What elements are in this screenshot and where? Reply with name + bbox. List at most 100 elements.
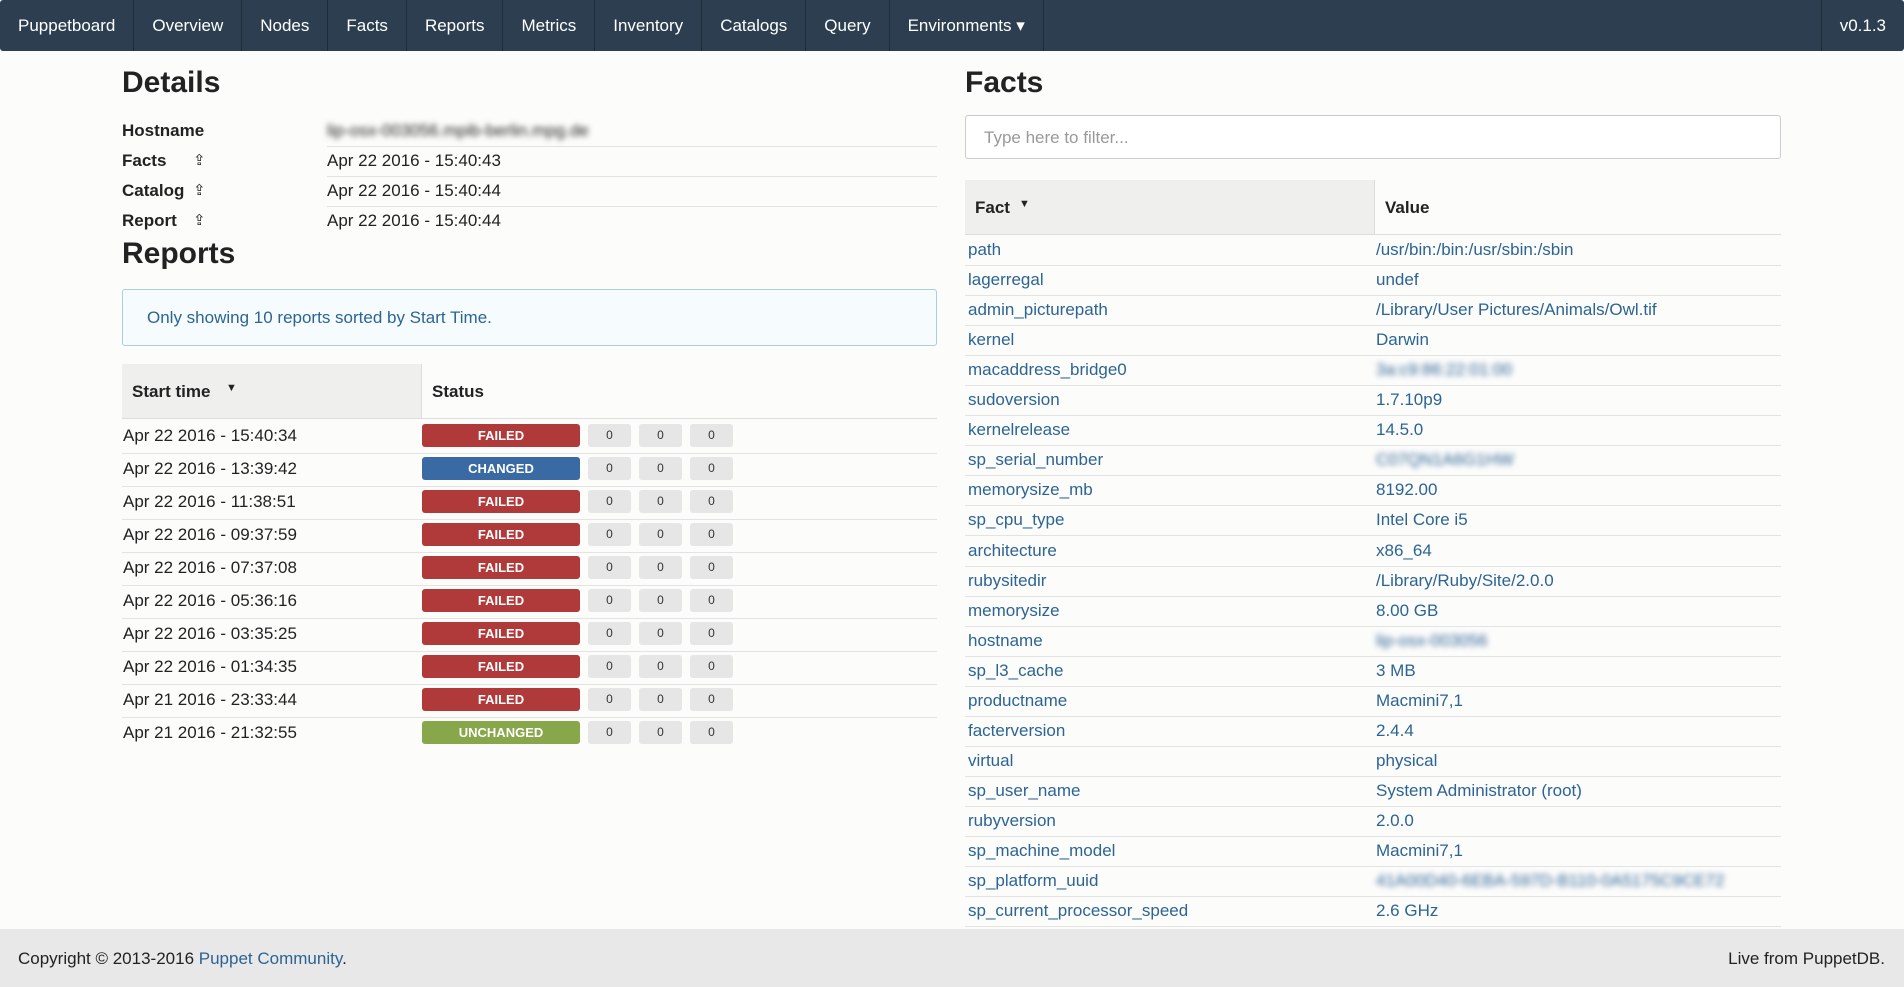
nav-item[interactable]: Overview — [134, 0, 243, 51]
fact-name[interactable]: productname — [968, 690, 1068, 710]
fact-value[interactable]: lip-osx-003056 — [1376, 630, 1488, 650]
header: Fact — [975, 198, 1010, 217]
fact-value[interactable]: 8192.00 — [1376, 480, 1438, 500]
fact-value[interactable]: x86_64 — [1376, 540, 1432, 560]
copyright: Copyright © 2013-2016 Puppet Community. — [18, 949, 347, 969]
link[interactable]: Puppet Community — [198, 949, 343, 968]
start-time[interactable]: Apr 21 2016 - 21:32:55 — [123, 723, 297, 742]
upload-icon[interactable]: ⇪ — [193, 152, 206, 169]
fact-name[interactable]: sp_user_name — [968, 780, 1081, 800]
placeholder: Type here to filter... — [984, 128, 1129, 147]
fact-value[interactable]: /usr/bin:/bin:/usr/sbin:/sbin — [1376, 240, 1574, 259]
fact-name[interactable]: facterversion — [968, 720, 1066, 740]
fact-value[interactable]: Darwin — [1376, 330, 1429, 350]
nav-item[interactable]: Inventory — [595, 0, 703, 51]
fact-value[interactable]: 41A00D40-6EBA-597D-B110-0A5175C9CE72 — [1376, 871, 1725, 891]
start-time[interactable]: Apr 22 2016 - 07:37:08 — [123, 558, 297, 577]
fact-name[interactable]: admin_picturepath — [968, 300, 1108, 320]
fact-name[interactable]: rubysitedir — [968, 570, 1047, 590]
fact-value[interactable]: Macmini7,1 — [1376, 841, 1463, 860]
nav-item[interactable]: Query — [806, 0, 890, 51]
table-header[interactable]: Start time ▼ — [122, 364, 421, 419]
filter-input[interactable]: Type here to filter... — [965, 115, 1781, 159]
fact-name[interactable]: lagerregal — [968, 270, 1044, 290]
fact-name[interactable]: macaddress_bridge0 — [968, 360, 1127, 380]
count: 0 — [639, 589, 682, 612]
start-time[interactable]: Apr 21 2016 - 23:33:44 — [123, 690, 297, 709]
start-time[interactable]: Apr 22 2016 - 03:35:25 — [123, 624, 297, 643]
nav-item[interactable]: Facts — [328, 0, 407, 51]
status-badge[interactable]: FAILED — [422, 688, 580, 711]
fact-value[interactable]: 2.4.4 — [1376, 720, 1414, 740]
fact-value[interactable]: undef — [1376, 270, 1419, 290]
row-line — [327, 146, 937, 147]
status-badge[interactable]: FAILED — [422, 655, 580, 678]
row-line — [965, 595, 1781, 597]
fact-value[interactable]: /Library/User Pictures/Animals/Owl.tif — [1376, 300, 1657, 320]
fact-name[interactable]: sp_current_processor_speed — [968, 901, 1189, 921]
fact-name[interactable]: sp_l3_cache — [968, 660, 1064, 680]
fact-value[interactable]: Intel Core i5 — [1376, 510, 1468, 530]
nav-item[interactable]: Puppetboard — [0, 0, 135, 51]
fact-value[interactable]: 8.00 GB — [1376, 600, 1439, 620]
start-time[interactable]: Apr 22 2016 - 13:39:42 — [123, 459, 297, 478]
nav-item[interactable]: Metrics — [503, 0, 596, 51]
row-line — [122, 453, 937, 454]
fact-value[interactable]: Macmini7,1 — [1376, 690, 1463, 710]
count: 0 — [588, 424, 631, 447]
upload-icon[interactable]: ⇪ — [193, 182, 206, 199]
row-line — [965, 565, 1781, 567]
row-line — [965, 535, 1781, 537]
fact-value[interactable]: 3 MB — [1376, 660, 1416, 680]
fact-name[interactable]: sp_machine_model — [968, 841, 1116, 860]
start-time[interactable]: Apr 22 2016 - 01:34:35 — [123, 657, 297, 676]
detail-label: Facts — [122, 151, 167, 170]
fact-value[interactable]: 1.7.10p9 — [1376, 390, 1443, 410]
start-time[interactable]: Apr 22 2016 - 05:36:16 — [123, 591, 297, 610]
start-time[interactable]: Apr 22 2016 - 09:37:59 — [123, 525, 297, 544]
fact-name[interactable]: kernelrelease — [968, 420, 1071, 440]
status-badge[interactable]: FAILED — [422, 622, 580, 645]
nav-item[interactable]: Environments ▾ — [890, 0, 1044, 51]
fact-name[interactable]: virtual — [968, 750, 1014, 770]
table-header: Status — [421, 364, 937, 419]
fact-value[interactable]: 3a:c9:86:22:01:00 — [1376, 360, 1513, 380]
table-header[interactable]: Fact ▼ — [965, 180, 1374, 235]
fact-value[interactable]: 2.6 GHz — [1376, 901, 1439, 921]
status-badge[interactable]: UNCHANGED — [422, 721, 580, 744]
fact-name[interactable]: memorysize_mb — [968, 480, 1093, 500]
details-title: Details — [122, 66, 221, 99]
fact-name[interactable]: sp_serial_number — [968, 450, 1104, 470]
fact-value[interactable]: 2.0.0 — [1376, 810, 1414, 830]
count: 0 — [588, 622, 631, 645]
row-line — [965, 295, 1781, 297]
status-badge[interactable]: FAILED — [422, 490, 580, 513]
detail-label: Hostname — [122, 121, 205, 140]
fact-name[interactable]: hostname — [968, 630, 1043, 650]
status-badge[interactable]: FAILED — [422, 589, 580, 612]
status-badge[interactable]: FAILED — [422, 424, 580, 447]
status-badge[interactable]: FAILED — [422, 556, 580, 579]
start-time[interactable]: Apr 22 2016 - 15:40:34 — [123, 426, 297, 445]
fact-name[interactable]: sp_cpu_type — [968, 510, 1065, 530]
upload-icon[interactable]: ⇪ — [193, 212, 206, 229]
fact-name[interactable]: memorysize — [968, 600, 1060, 620]
nav-item[interactable]: Nodes — [242, 0, 329, 51]
fact-value[interactable]: 14.5.0 — [1376, 420, 1424, 440]
status-badge[interactable]: CHANGED — [422, 457, 580, 480]
fact-value[interactable]: physical — [1376, 750, 1438, 770]
fact-name[interactable]: sudoversion — [968, 390, 1060, 410]
nav-item[interactable]: Catalogs — [702, 0, 807, 51]
fact-name[interactable]: kernel — [968, 330, 1015, 350]
fact-value[interactable]: System Administrator (root) — [1376, 780, 1582, 800]
fact-value[interactable]: /Library/Ruby/Site/2.0.0 — [1376, 570, 1554, 590]
nav-item[interactable]: Reports — [407, 0, 504, 51]
fact-name[interactable]: sp_platform_uuid — [968, 871, 1099, 891]
start-time[interactable]: Apr 22 2016 - 11:38:51 — [123, 492, 296, 511]
fact-value[interactable]: C07QN1A6G1HW — [1376, 450, 1514, 470]
status-badge[interactable]: FAILED — [422, 523, 580, 546]
footer: Copyright © 2013-2016 Puppet Community. … — [0, 929, 1904, 987]
fact-name[interactable]: rubyversion — [968, 810, 1056, 830]
fact-name[interactable]: path — [968, 240, 1002, 259]
fact-name[interactable]: architecture — [968, 540, 1057, 560]
